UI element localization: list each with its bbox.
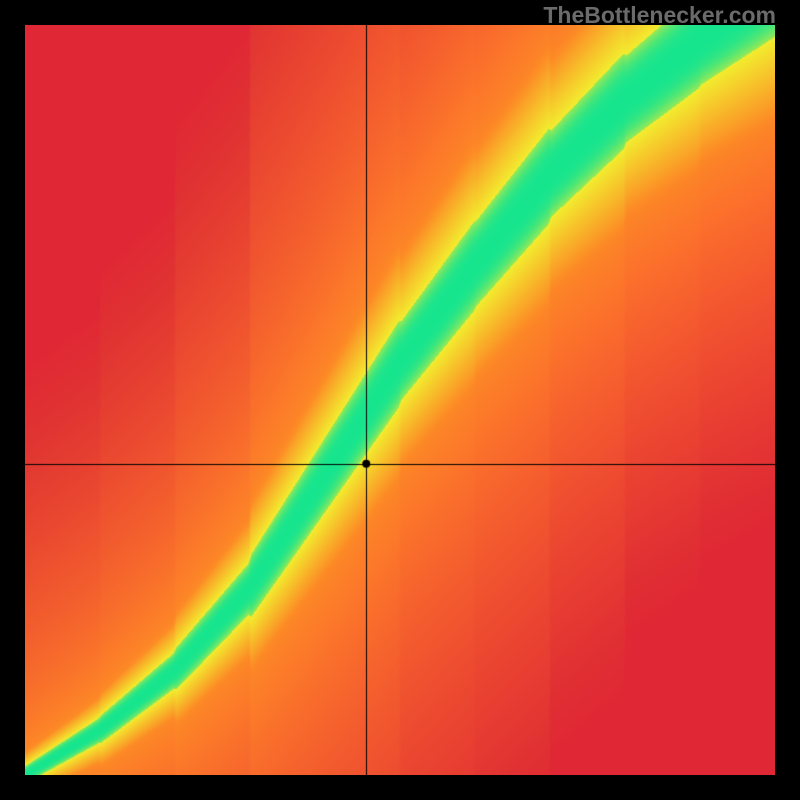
bottleneck-heatmap: [25, 25, 775, 775]
watermark-text: TheBottlenecker.com: [543, 2, 776, 29]
chart-container: TheBottlenecker.com: [0, 0, 800, 800]
